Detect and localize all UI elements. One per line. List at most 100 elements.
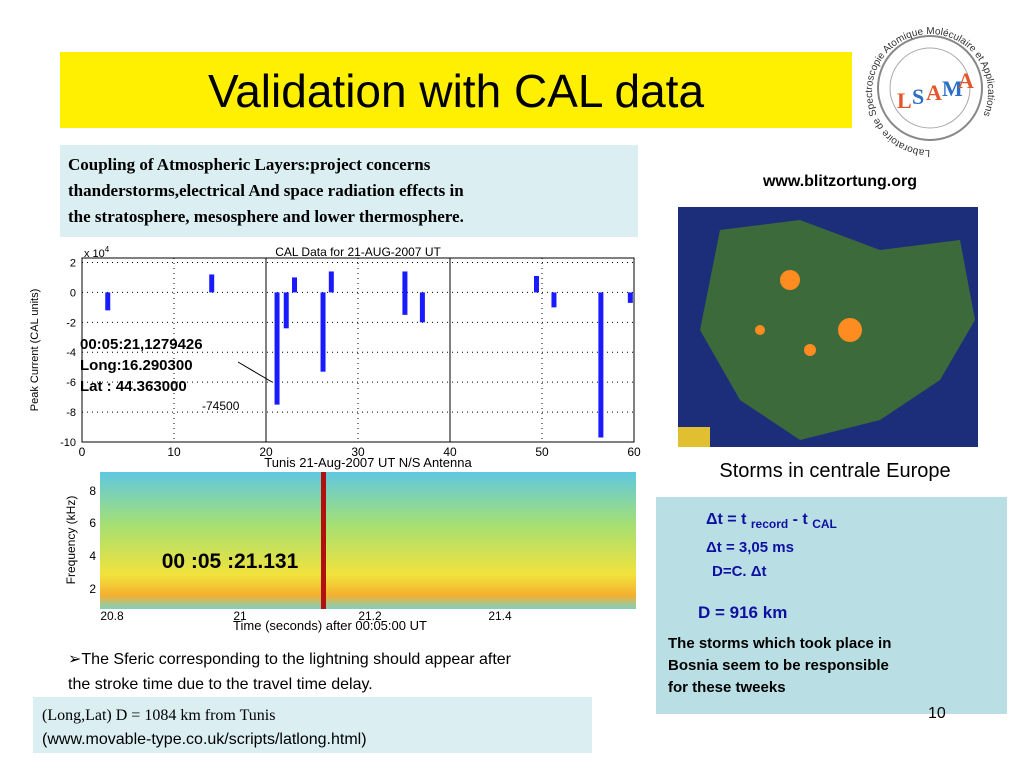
x-tick-label: 0 [79,445,86,459]
y-tick-label: 6 [89,516,96,530]
formula-part: - t [788,511,812,528]
y-tick-label: -2 [66,317,76,329]
x-tick-label: 60 [627,445,641,459]
logo-letter: S [912,84,924,109]
storm [755,325,765,335]
bar [627,292,633,303]
result: Δt = t record - t CAL Δt = 3,05 ms D=C. … [698,511,837,622]
x-tick-label: 40 [443,445,457,459]
y-label: Peak Current (CAL units) [29,289,41,411]
bar [283,292,289,329]
sferic-line: ➢The Sferic corresponding to the lightni… [68,651,512,668]
logo-ring [889,47,971,129]
relation: D=C. Δt [712,563,767,580]
x-tick-label: 21.2 [358,609,382,623]
annotation: Long:16.290300 [80,357,193,374]
title: Validation with CAL data [208,65,704,117]
bar [598,292,604,438]
spectrogram-sferic [321,472,326,609]
formula-sub: record [751,517,788,531]
spectrogram-yticks: 8 6 4 2 [89,484,96,596]
storm [804,344,816,356]
bar [320,292,326,372]
y-tick-label: 8 [89,484,96,498]
note-line: The storms which took place in [668,635,891,652]
bar [105,292,111,311]
delta: Δt = 3,05 ms [706,539,794,556]
formula-part: Δt = t [706,511,751,528]
y-tick-label: 2 [70,257,76,269]
page-number: 10 [928,705,946,722]
map-land [700,220,975,440]
note-line: for these tweeks [668,679,786,696]
y-tick-label: 0 [70,287,76,299]
spectrogram-xlabel: Time (seconds) after 00:05:00 UT [233,618,427,633]
peak-label: -74500 [202,399,240,413]
result-box [656,497,1007,714]
multiplier-base: x 10 [84,248,105,260]
x-tick-label: 10 [167,445,181,459]
sferic-line: the stroke time due to the travel time d… [68,676,373,693]
bar [402,271,408,315]
bar [328,271,334,293]
description-line: the stratosphere, mesosphere and lower t… [68,207,464,226]
bar [533,275,539,293]
annotation: 00:05:21,1279426 [80,336,203,353]
footer-line: (www.movable-type.co.uk/scripts/latlong.… [42,731,367,748]
description-line: Coupling of Atmospheric Layers:project c… [68,155,431,174]
logo-letter: L [897,88,912,113]
map-storms [755,270,862,356]
x-tick-label: 21 [233,609,247,623]
bar [209,274,215,293]
multiplier: x 104 [84,245,110,260]
x-tick-label: 30 [351,445,365,459]
annotation: Lat : 44.363000 [80,378,187,395]
y-tick-label: -8 [66,407,76,419]
logo [877,35,983,141]
spectrogram-title: Tunis 21-Aug-2007 UT N/S Antenna [264,455,472,470]
plot-title: CAL Data for 21-AUG-2007 UT [275,245,441,259]
logo-letter: M [942,76,963,101]
storm [838,318,862,342]
bar [551,292,557,308]
description: Coupling of Atmospheric Layers:project c… [68,155,464,226]
logo-letter: A [958,68,974,93]
spectrogram-xticks: 20.8 21 21.2 21.4 [100,609,512,623]
map-caption: Storms in centrale Europe [719,460,950,482]
y-tick-label: 2 [89,582,96,596]
bar [292,277,298,293]
description-box [60,145,638,237]
spectrogram [100,472,636,609]
footer-line: (Long,Lat) D = 1084 km from Tunis [42,707,275,724]
distance: D = 916 km [698,603,787,622]
bar [274,292,280,405]
y-tick-label: 4 [89,549,96,563]
spectrogram-marker: 00 :05 :21.131 [162,550,299,573]
bar [419,292,425,323]
spectrogram-ylabel: Frequency (kHz) [64,496,78,585]
footer-box [33,697,592,753]
x-tick-label: 20 [259,445,273,459]
y-tick-label: -6 [66,377,76,389]
logo-letter: A [926,80,942,105]
logo-letters: L S A M A [897,68,974,113]
map-legend [678,427,710,447]
map-source: www.blitzortung.org [762,173,917,190]
y-tick-label: -4 [66,347,76,359]
x-tick-label: 20.8 [100,609,124,623]
storm [780,270,800,290]
note-line: Bosnia seem to be responsible [668,657,889,674]
formula: Δt = t record - t CAL [706,511,837,531]
formula-sub: CAL [812,517,837,531]
multiplier-exp: 4 [105,245,110,254]
x-tick-label: 21.4 [488,609,512,623]
title-box [60,52,852,128]
y-tick-label: -10 [60,437,76,449]
annotation-arrow [237,361,273,383]
result-note: The storms which took place in Bosnia se… [668,635,891,696]
x-tick-label: 50 [535,445,549,459]
